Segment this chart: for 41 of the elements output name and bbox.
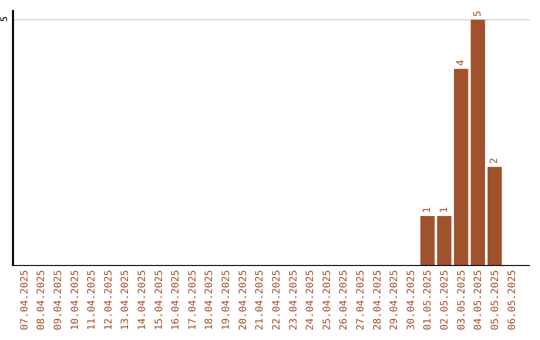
x-tick-label: 23.04.2025 (288, 270, 300, 330)
x-tick-label: 09.04.2025 (52, 270, 64, 330)
x-tick-label: 05.05.2025 (490, 270, 501, 330)
x-tick-label: 08.04.2025 (36, 270, 48, 330)
data-label: 4 (456, 60, 467, 66)
bar (454, 68, 468, 265)
x-tick-label: 22.04.2025 (271, 270, 282, 330)
bar (488, 166, 502, 265)
bar (470, 20, 486, 265)
x-tick-label: 03.05.2025 (456, 270, 468, 330)
x-tick-label: 12.04.2025 (103, 270, 114, 330)
x-tick-label: 26.04.2025 (338, 270, 350, 330)
x-tick-label: 21.04.2025 (254, 270, 266, 330)
data-label: 1 (438, 206, 450, 213)
x-tick-label: 07.04.2025 (19, 270, 30, 330)
x-tick-label: 16.04.2025 (170, 270, 182, 330)
x-tick-label: 02.05.2025 (440, 270, 451, 330)
x-tick-label: 28.04.2025 (372, 270, 384, 330)
bar (420, 216, 435, 265)
data-label: 2 (489, 158, 500, 164)
ref-line-label: 5 (0, 16, 10, 22)
x-tick-label: 14.04.2025 (136, 270, 148, 330)
data-label: 1 (422, 206, 433, 213)
x-tick-label: 06.05.2025 (506, 270, 518, 330)
x-tick-label: 25.04.2025 (322, 270, 333, 330)
data-label: 5 (472, 10, 484, 17)
x-tick-label: 30.04.2025 (406, 270, 417, 330)
x-tick-label: 15.04.2025 (154, 270, 165, 330)
x-tick-label: 10.04.2025 (70, 270, 81, 330)
x-tick-label: 13.04.2025 (120, 270, 132, 330)
x-tick-label: 19.04.2025 (221, 270, 232, 330)
x-tick-label: 29.04.2025 (389, 270, 400, 330)
x-tick-label: 11.04.2025 (86, 270, 98, 330)
x-tick-label: 04.05.2025 (473, 270, 484, 330)
x-tick-label: 20.04.2025 (238, 270, 249, 330)
x-tick-label: 18.04.2025 (204, 270, 216, 330)
bar (437, 216, 452, 265)
x-tick-label: 17.04.2025 (187, 270, 198, 330)
x-tick-label: 01.05.2025 (422, 270, 434, 330)
x-tick-label: 24.04.2025 (305, 270, 316, 330)
x-tick-label: 27.04.2025 (355, 270, 366, 330)
